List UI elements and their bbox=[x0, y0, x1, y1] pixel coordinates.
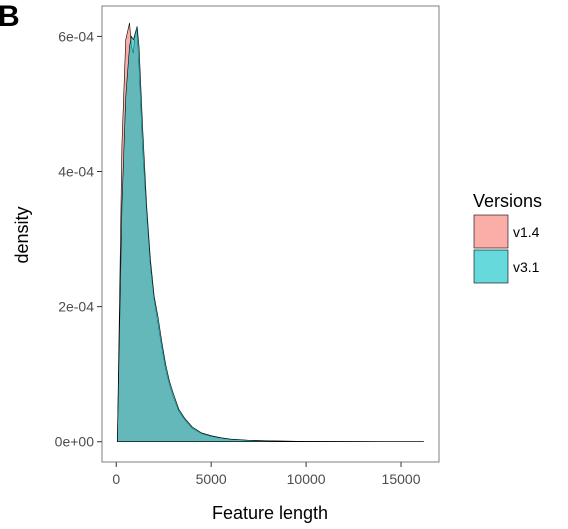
density-area-v3-1 bbox=[117, 26, 424, 443]
legend-label-v3-1: v3.1 bbox=[513, 259, 540, 275]
panel-tag: B bbox=[0, 0, 20, 33]
x-axis-title: Feature length bbox=[212, 503, 328, 523]
x-tick-label: 10000 bbox=[287, 471, 326, 487]
density-areas bbox=[117, 22, 424, 443]
y-tick-label: 6e-04 bbox=[58, 28, 94, 44]
y-axis-title: density bbox=[12, 206, 32, 263]
y-tick-label: 2e-04 bbox=[58, 299, 94, 315]
legend-key-v1-4 bbox=[473, 214, 509, 249]
legend-title: Versions bbox=[473, 191, 542, 211]
x-tick-label: 0 bbox=[112, 471, 120, 487]
y-tick-label: 4e-04 bbox=[58, 164, 94, 180]
legend: Versions v1.4 v3.1 bbox=[473, 191, 542, 284]
y-tick-label: 0e+00 bbox=[55, 434, 95, 450]
plot-panel-border bbox=[101, 5, 440, 463]
legend-key-v3-1 bbox=[473, 249, 509, 284]
legend-label-v1-4: v1.4 bbox=[513, 224, 540, 240]
x-tick-label: 5000 bbox=[196, 471, 227, 487]
x-axis: 0 5000 10000 15000 bbox=[112, 462, 421, 487]
y-axis: 0e+00 2e-04 4e-04 6e-04 bbox=[55, 28, 102, 450]
x-tick-label: 15000 bbox=[382, 471, 421, 487]
